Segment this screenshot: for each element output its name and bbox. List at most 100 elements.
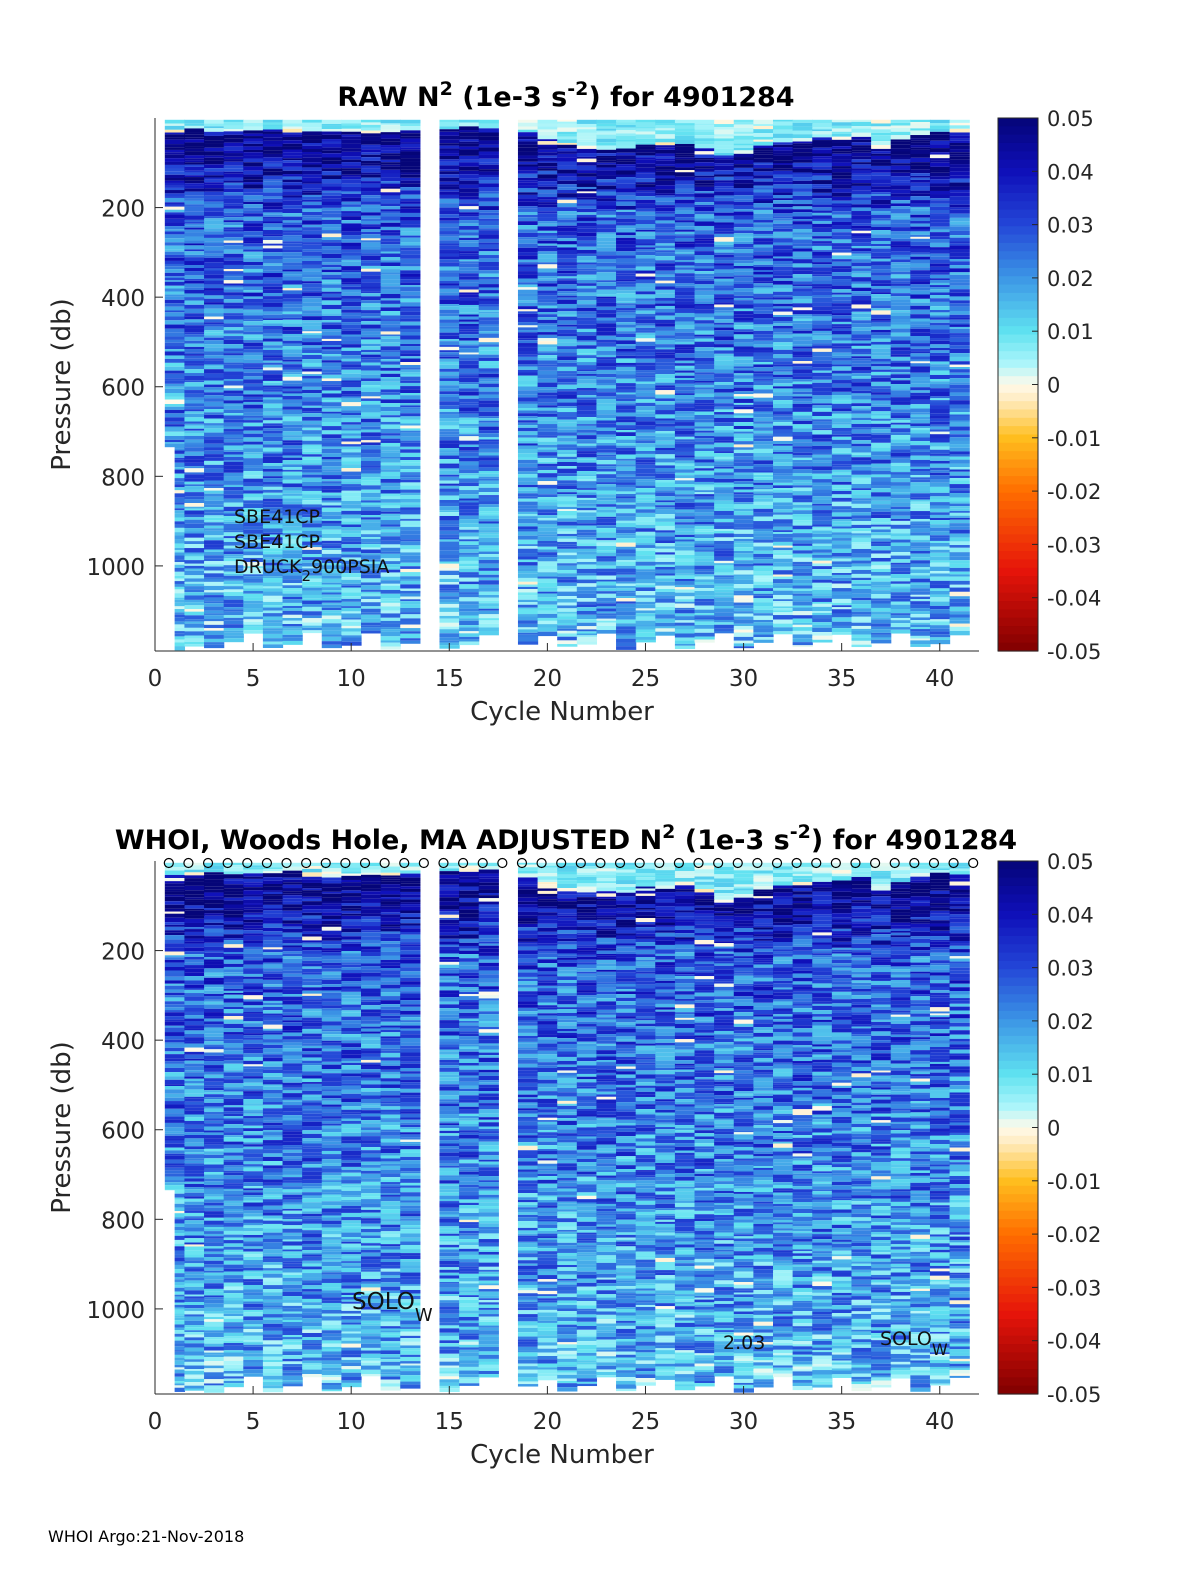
heatmap-cell — [538, 528, 558, 532]
heatmap-cell — [616, 577, 636, 581]
heatmap-cell — [695, 327, 715, 331]
heatmap-cell — [596, 186, 616, 190]
heatmap-cell — [243, 483, 263, 487]
heatmap-cell — [773, 412, 793, 415]
heatmap-cell — [400, 236, 420, 238]
heatmap-cell — [243, 367, 263, 369]
heatmap-cell — [459, 399, 479, 403]
heatmap-cell — [459, 609, 479, 611]
heatmap-cell — [341, 120, 361, 124]
heatmap-cell — [224, 168, 244, 172]
heatmap-cell — [538, 428, 558, 432]
heatmap-cell — [322, 434, 342, 438]
heatmap-cell — [302, 165, 322, 168]
heatmap-cell — [322, 262, 342, 264]
heatmap-cell — [439, 227, 459, 231]
heatmap-cell — [675, 581, 695, 585]
heatmap-cell — [184, 255, 204, 257]
heatmap-cell — [616, 344, 636, 346]
heatmap-cell — [165, 404, 185, 407]
heatmap-cell — [557, 583, 577, 586]
heatmap-cell — [400, 628, 420, 631]
heatmap-cell — [518, 423, 538, 425]
heatmap-cell — [283, 314, 303, 318]
heatmap-cell — [341, 509, 361, 511]
heatmap-cell — [204, 347, 224, 351]
heatmap-cell — [400, 259, 420, 263]
heatmap-cell — [283, 140, 303, 144]
heatmap-cell — [479, 427, 499, 430]
heatmap-cell — [479, 614, 499, 618]
heatmap-cell — [636, 443, 656, 447]
heatmap-cell — [596, 540, 616, 542]
heatmap-cell — [636, 299, 656, 301]
heatmap-cell — [557, 170, 577, 174]
heatmap-cell — [341, 462, 361, 465]
heatmap-cell — [322, 366, 342, 369]
heatmap-cell — [557, 619, 577, 623]
heatmap-cell — [184, 243, 204, 245]
heatmap-cell — [439, 292, 459, 295]
heatmap-cell — [400, 449, 420, 453]
heatmap-cell — [655, 175, 675, 178]
heatmap-cell — [341, 287, 361, 290]
heatmap-cell — [675, 305, 695, 309]
heatmap-cell — [734, 588, 754, 591]
heatmap-cell — [459, 200, 479, 204]
heatmap-cell — [734, 447, 754, 450]
heatmap-cell — [753, 629, 773, 632]
heatmap-cell — [636, 555, 656, 559]
heatmap-cell — [361, 242, 381, 246]
heatmap-cell — [596, 267, 616, 270]
heatmap-cell — [322, 267, 342, 270]
heatmap-cell — [518, 506, 538, 509]
heatmap-cell — [753, 475, 773, 477]
heatmap-cell — [224, 174, 244, 178]
heatmap-cell — [283, 499, 303, 502]
heatmap-cell — [381, 443, 401, 446]
heatmap-cell — [341, 620, 361, 622]
heatmap-cell — [695, 390, 715, 394]
heatmap-cell — [243, 494, 263, 498]
heatmap-cell — [675, 559, 695, 561]
heatmap-cell — [322, 387, 342, 391]
heatmap-cell — [753, 146, 773, 148]
heatmap-cell — [753, 318, 773, 320]
heatmap-cell — [596, 418, 616, 420]
heatmap-cell — [714, 163, 734, 166]
heatmap-cell — [243, 162, 263, 166]
heatmap-cell — [243, 386, 263, 390]
heatmap-cell — [322, 489, 342, 493]
heatmap-cell — [479, 515, 499, 519]
heatmap-cell — [322, 471, 342, 475]
heatmap-cell — [243, 601, 263, 604]
heatmap-cell — [400, 287, 420, 291]
heatmap-cell — [557, 430, 577, 433]
heatmap-cell — [753, 124, 773, 126]
heatmap-cell — [479, 317, 499, 320]
heatmap-cell — [518, 171, 538, 174]
heatmap-cell — [538, 550, 558, 553]
heatmap-cell — [773, 321, 793, 323]
heatmap-cell — [557, 563, 577, 566]
heatmap-cell — [341, 455, 361, 457]
heatmap-cell — [283, 417, 303, 421]
heatmap-cell — [243, 479, 263, 483]
heatmap-cell — [616, 643, 636, 646]
heatmap-cell — [184, 245, 204, 249]
heatmap-cell — [439, 415, 459, 418]
heatmap-cell — [773, 379, 793, 383]
heatmap-cell — [616, 410, 636, 413]
heatmap-cell — [184, 452, 204, 456]
heatmap-cell — [459, 334, 479, 338]
heatmap-cell — [753, 126, 773, 129]
heatmap-cell — [773, 466, 793, 469]
heatmap-cell — [302, 302, 322, 306]
heatmap-cell — [557, 367, 577, 371]
heatmap-cell — [439, 345, 459, 347]
heatmap-cell — [322, 449, 342, 453]
heatmap-cell — [518, 467, 538, 471]
heatmap-cell — [400, 283, 420, 286]
heatmap-cell — [322, 426, 342, 430]
heatmap-cell — [381, 304, 401, 307]
